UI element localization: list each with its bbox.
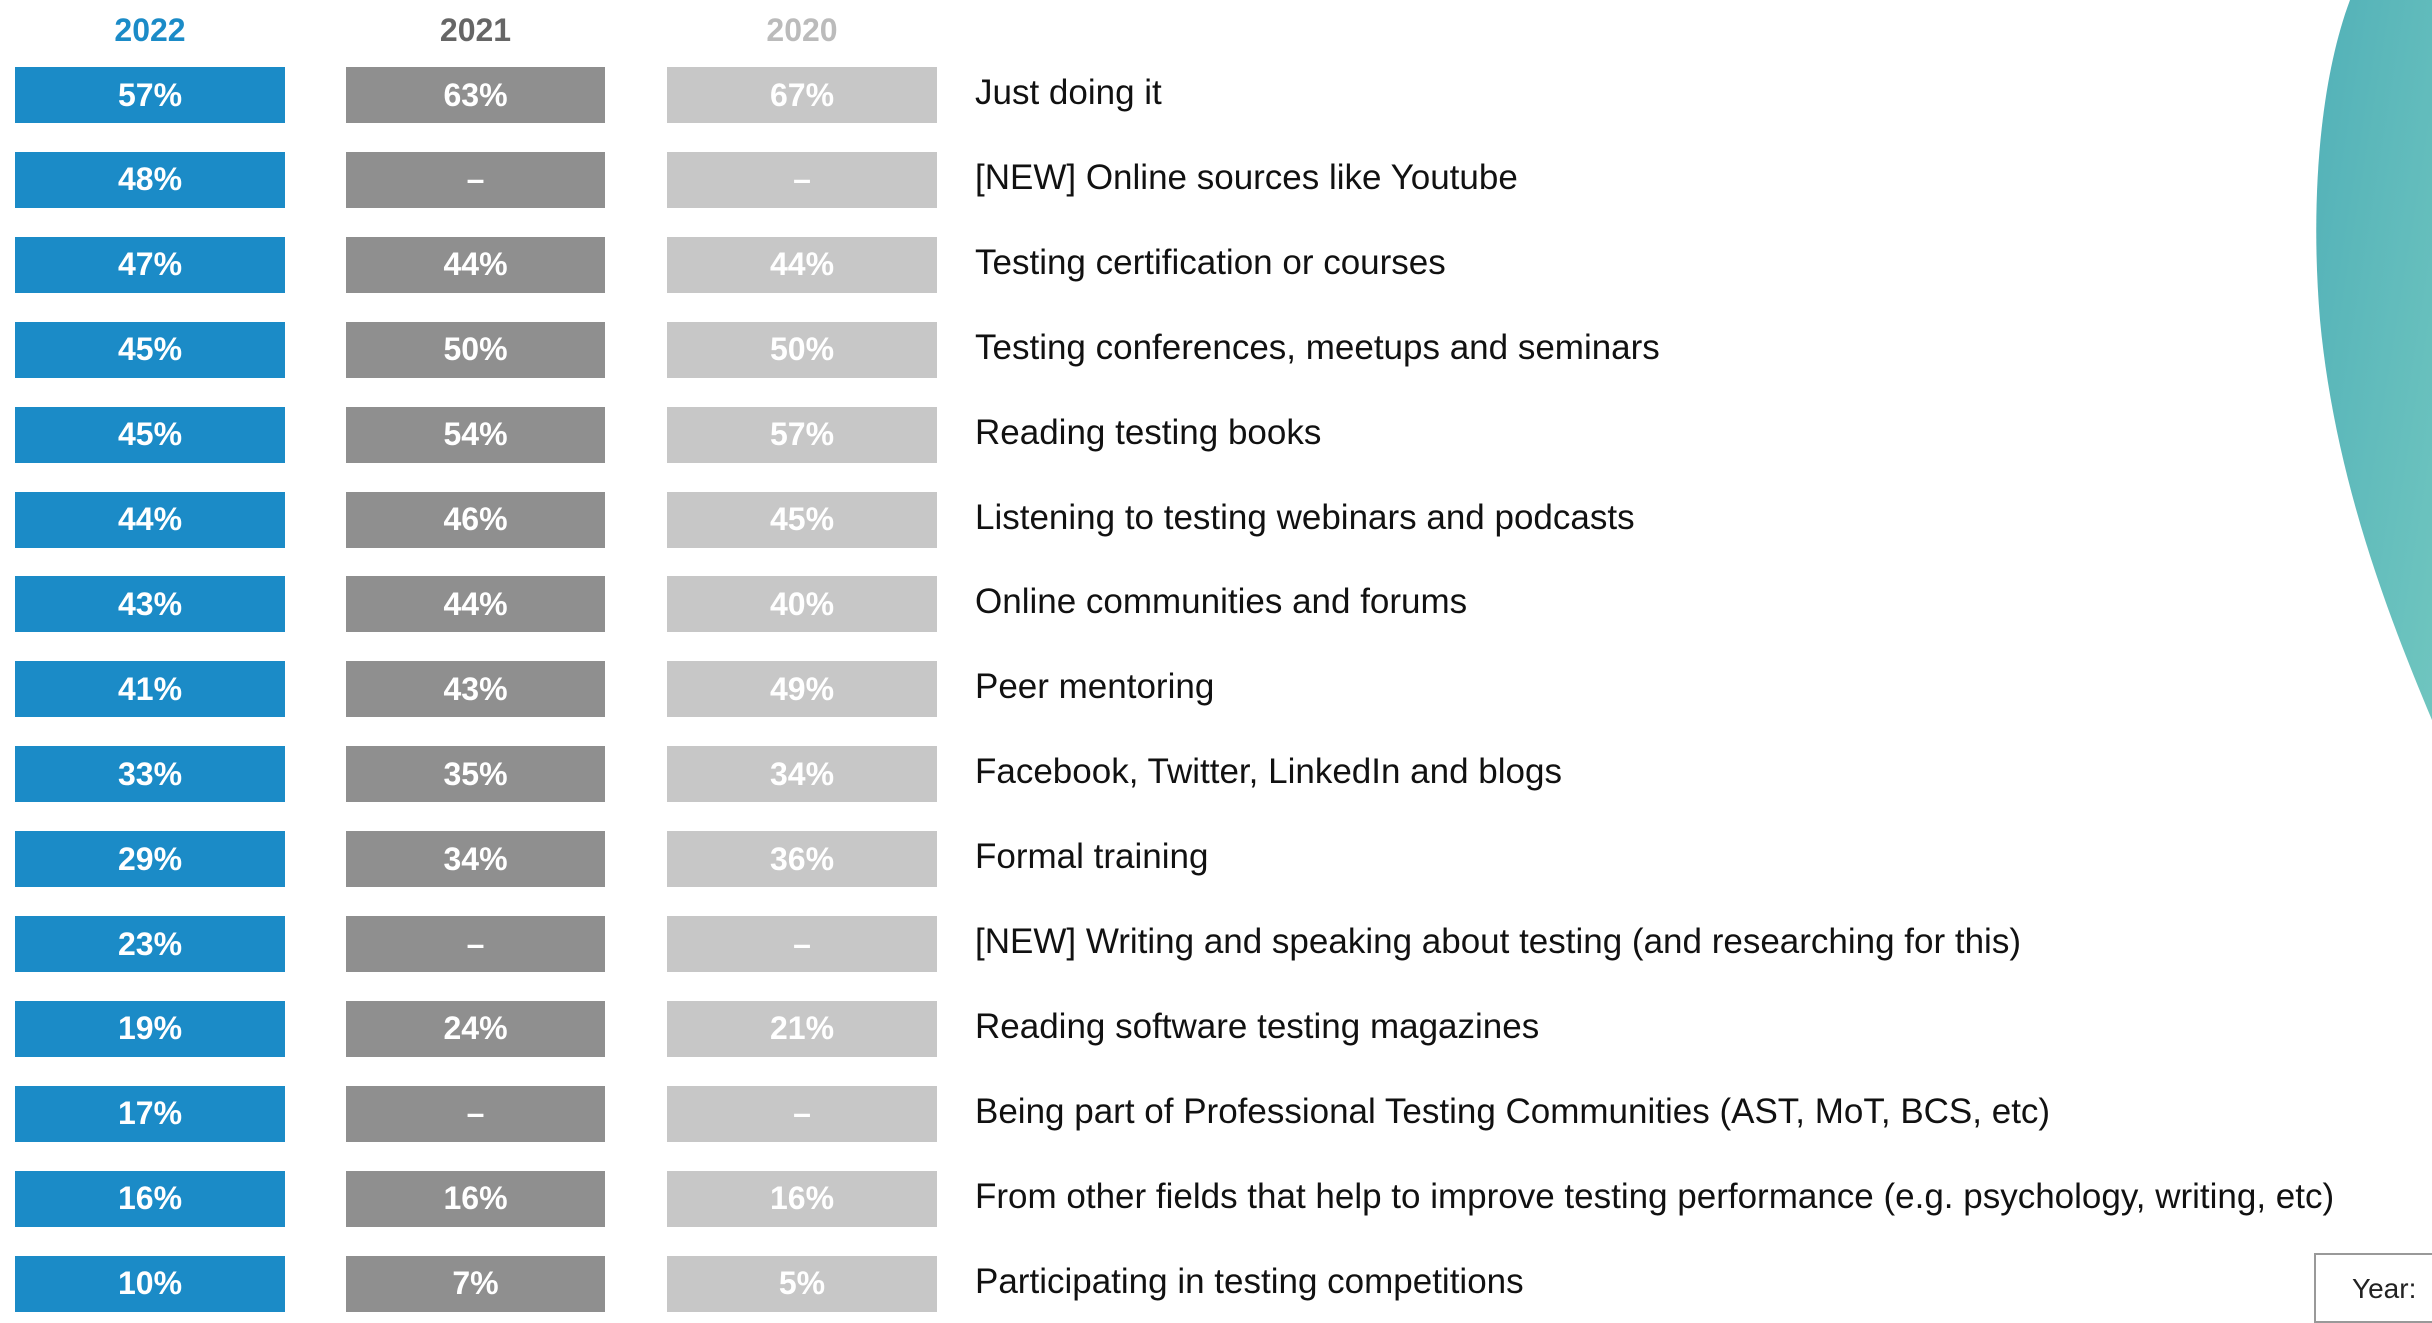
- column-header: 2021: [439, 12, 512, 48]
- row-label: Formal training: [975, 837, 1209, 877]
- row-label: Reading software testing magazines: [975, 1006, 1540, 1046]
- value-cell: 45%: [15, 406, 285, 463]
- value-cell: 24%: [346, 1000, 605, 1057]
- value-cell: 67%: [667, 67, 937, 123]
- value-cell: 35%: [346, 746, 605, 803]
- column-header: 2022: [114, 12, 186, 48]
- value-cell: –: [667, 1085, 937, 1142]
- row-label: [NEW] Writing and speaking about testing…: [975, 922, 2021, 961]
- value-cell: 16%: [346, 1170, 605, 1227]
- row-label: [NEW] Online sources like Youtube: [975, 157, 1518, 197]
- value-cell: –: [346, 1085, 605, 1142]
- value-cell: 10%: [15, 1255, 285, 1312]
- value-cell: 41%: [15, 661, 285, 718]
- value-cell: 44%: [346, 576, 605, 633]
- row-label: Participating in testing competitions: [975, 1261, 1524, 1301]
- value-cell: 43%: [346, 661, 605, 718]
- value-cell: 49%: [667, 661, 937, 718]
- row-label: Testing certification or courses: [975, 242, 1446, 282]
- value-cell: 44%: [346, 236, 605, 293]
- value-cell: 43%: [15, 576, 285, 633]
- row-label: Online communities and forums: [975, 582, 1468, 622]
- value-cell: 44%: [15, 491, 285, 548]
- value-cell: 48%: [15, 151, 285, 208]
- value-cell: 5%: [667, 1255, 937, 1312]
- value-cell: 57%: [15, 67, 285, 123]
- value-cell: 45%: [667, 491, 937, 548]
- value-cell: 33%: [15, 746, 285, 803]
- row-label: Reading testing books: [975, 412, 1322, 452]
- row-label: Just doing it: [975, 73, 1162, 112]
- value-cell: –: [667, 916, 937, 972]
- value-cell: 46%: [346, 491, 605, 548]
- column-header: 2020: [766, 12, 838, 48]
- decorative-shape: [2316, 0, 2432, 720]
- value-cell: 54%: [346, 406, 605, 463]
- row-label: From other fields that help to improve t…: [975, 1176, 2335, 1216]
- row-label: Testing conferences, meetups and seminar…: [975, 327, 1660, 367]
- value-cell: 45%: [15, 321, 285, 378]
- value-cell: 36%: [667, 831, 937, 888]
- row-label: Being part of Professional Testing Commu…: [975, 1091, 2051, 1131]
- row-label: Peer mentoring: [975, 667, 1215, 707]
- value-cell: 16%: [15, 1170, 285, 1227]
- value-cell: 50%: [346, 321, 605, 378]
- row-label: Listening to testing webinars and podcas…: [975, 497, 1635, 537]
- value-cell: 34%: [667, 746, 937, 803]
- value-cell: 16%: [667, 1170, 937, 1227]
- legend-box: Year:: [2314, 1253, 2432, 1323]
- value-cell: 23%: [15, 916, 285, 972]
- value-cell: 29%: [15, 831, 285, 888]
- row-label: Facebook, Twitter, LinkedIn and blogs: [975, 752, 1562, 792]
- value-cell: –: [346, 151, 605, 208]
- value-cell: –: [667, 151, 937, 208]
- value-cell: 50%: [667, 321, 937, 378]
- value-cell: –: [346, 916, 605, 972]
- value-cell: 47%: [15, 236, 285, 293]
- value-cell: 17%: [15, 1085, 285, 1142]
- value-cell: 21%: [667, 1000, 937, 1057]
- value-cell: 34%: [346, 831, 605, 888]
- value-cell: 63%: [346, 67, 605, 123]
- value-cell: 7%: [346, 1255, 605, 1312]
- value-cell: 57%: [667, 406, 937, 463]
- value-cell: 44%: [667, 236, 937, 293]
- value-cell: 19%: [15, 1000, 285, 1057]
- value-cell: 40%: [667, 576, 937, 633]
